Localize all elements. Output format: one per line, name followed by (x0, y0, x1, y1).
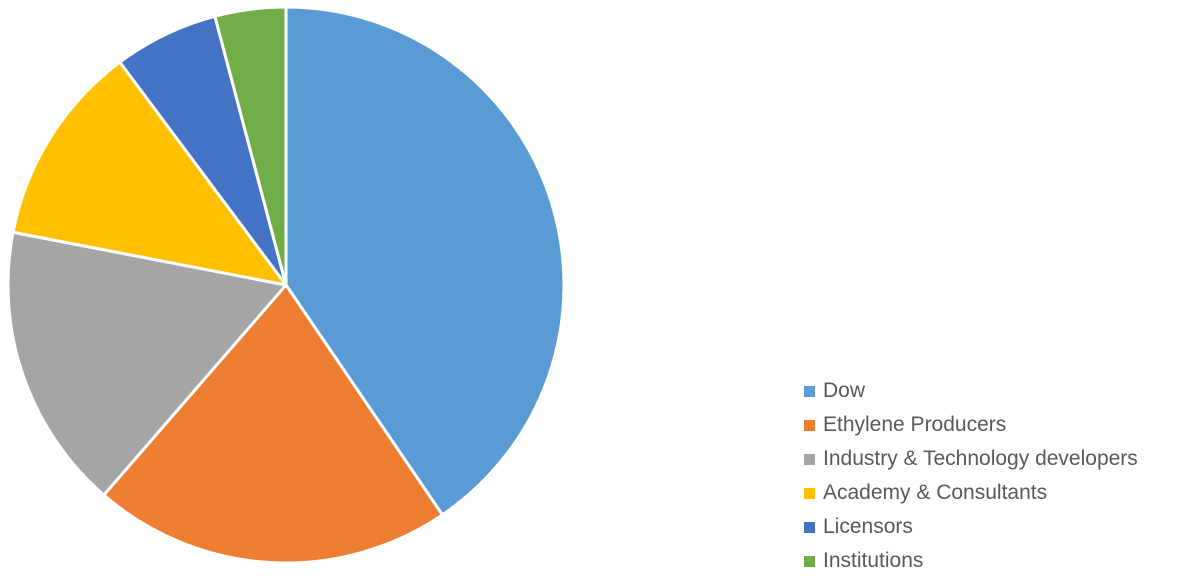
legend-item-academy-consultants: Academy & Consultants (804, 476, 1202, 510)
legend-swatch-licensors (804, 521, 815, 533)
legend-item-licensors: Licensors (804, 510, 1202, 544)
legend-swatch-institutions (804, 555, 815, 567)
pie-slice-ethylene-producers (102, 283, 444, 565)
chart-legend: Dow Ethylene Producers Industry & Techno… (804, 374, 1202, 578)
legend-swatch-ethylene-producers (804, 419, 815, 431)
legend-item-industry-technology-developers: Industry & Technology developers (804, 442, 1202, 476)
legend-swatch-industry-technology-developers (804, 453, 815, 465)
pie-slices (6, 5, 566, 565)
pie-slice-academy-consultants (11, 60, 288, 287)
legend-label-dow: Dow (823, 379, 866, 402)
legend-label-licensors: Licensors (823, 515, 913, 538)
legend-label-industry-technology-developers: Industry & Technology developers (823, 447, 1138, 470)
legend-item-institutions: Institutions (804, 544, 1202, 578)
legend-item-dow: Dow (804, 374, 1202, 408)
legend-swatch-academy-consultants (804, 487, 815, 499)
pie-slice-industry-technology-developers (6, 230, 288, 497)
pie-slice-dow (284, 5, 566, 517)
legend-label-academy-consultants: Academy & Consultants (823, 481, 1048, 504)
pie-slice-institutions (213, 5, 288, 287)
legend-item-ethylene-producers: Ethylene Producers (804, 408, 1202, 442)
legend-swatch-dow (804, 385, 815, 397)
legend-label-institutions: Institutions (823, 549, 924, 572)
legend-label-ethylene-producers: Ethylene Producers (823, 413, 1007, 436)
